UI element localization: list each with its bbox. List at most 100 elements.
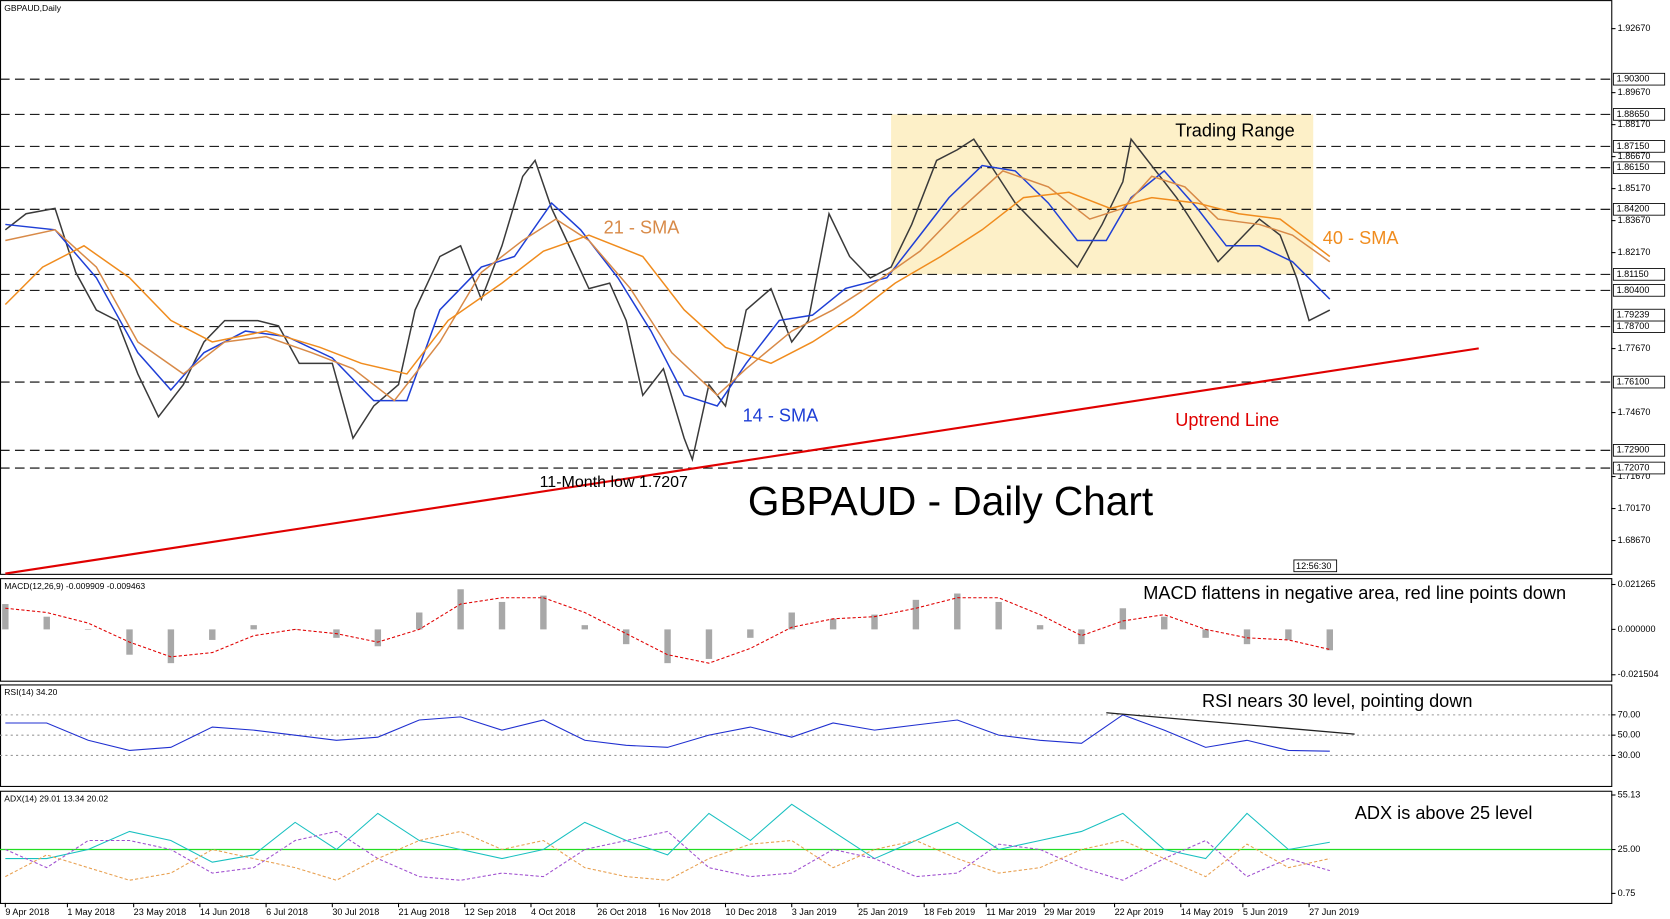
panel-note: RSI nears 30 level, pointing down (1202, 691, 1473, 711)
histogram-bar (1243, 629, 1251, 645)
y-tick-label: 1.92670 (1618, 23, 1651, 33)
histogram-bar (416, 612, 423, 630)
y-tick-label: 1.70170 (1618, 503, 1651, 513)
y-tick-label: -0.021504 (1618, 669, 1659, 679)
level-label-box (1612, 108, 1666, 121)
trend-line (5, 347, 1479, 575)
y-tick-label: 0.75 (1618, 888, 1636, 898)
x-tick-label: 18 Feb 2019 (924, 907, 975, 917)
histogram-bar (829, 618, 837, 630)
y-tick-label: 50.00 (1618, 730, 1641, 740)
level-label-box (1612, 72, 1666, 86)
x-tick-label: 26 Oct 2018 (597, 907, 646, 917)
panel-note: MACD flattens in negative area, red line… (1143, 583, 1566, 603)
time-box (1293, 559, 1338, 573)
y-tick-label: 55.13 (1618, 789, 1641, 799)
histogram-bar (1078, 629, 1085, 645)
y-tick-label: 70.00 (1618, 709, 1641, 719)
y-tick-label: 1.82170 (1618, 247, 1651, 257)
histogram-bar (1202, 629, 1209, 638)
histogram-bar (1161, 616, 1168, 630)
x-tick-label: 27 Jun 2019 (1309, 907, 1359, 917)
x-tick-label: 14 May 2019 (1181, 907, 1234, 917)
annotation: 11-Month low 1.7207 (540, 473, 688, 491)
histogram-bar (457, 589, 464, 630)
histogram-bar (788, 612, 795, 630)
histogram-bar (954, 593, 961, 630)
y-tick-label: 1.77670 (1618, 343, 1651, 353)
histogram-bar (374, 629, 382, 647)
trend-line (1106, 712, 1355, 735)
level-label: 1.72900 (1617, 445, 1650, 455)
indicator-line (5, 170, 1331, 402)
level-label: 1.84200 (1617, 204, 1650, 214)
trading-range-box (891, 114, 1314, 275)
x-tick-label: 6 Jul 2018 (266, 907, 308, 917)
histogram-bar (995, 601, 1002, 630)
x-tick-label: 4 Oct 2018 (531, 907, 575, 917)
histogram-bar (705, 629, 713, 659)
panel-frame (0, 790, 1613, 904)
histogram-bar (664, 629, 671, 664)
x-tick-label: 23 May 2018 (134, 907, 187, 917)
y-tick-label: 1.85170 (1618, 183, 1651, 193)
y-tick-label: 1.89670 (1618, 87, 1651, 97)
panel-title: RSI(14) 34.20 (4, 687, 57, 697)
y-tick-label: 0.000000 (1618, 624, 1656, 634)
last-price-label: 1.79239 (1617, 310, 1650, 320)
indicator-line (5, 830, 1330, 881)
x-tick-label: 12 Sep 2018 (465, 907, 517, 917)
histogram-bar (84, 629, 92, 630)
panel-title: ADX(14) 29.01 13.34 20.02 (4, 794, 108, 804)
indicator-line (5, 830, 1330, 881)
level-label-box (1612, 284, 1666, 297)
y-tick-label: 0.021265 (1618, 579, 1656, 589)
level-label: 1.90300 (1617, 74, 1650, 84)
sma-label: 21 - SMA (604, 218, 681, 238)
x-tick-label: 3 Jan 2019 (792, 907, 837, 917)
histogram-bar (912, 599, 920, 630)
level-label: 1.72070 (1617, 462, 1650, 472)
panel-frame (0, 0, 1613, 575)
level-label: 1.81150 (1617, 269, 1649, 279)
histogram-bar (209, 629, 216, 640)
histogram-bar (581, 625, 588, 630)
y-tick-label: 1.86670 (1618, 151, 1651, 161)
x-tick-label: 9 Apr 2018 (5, 907, 49, 917)
level-label-box (1612, 461, 1666, 475)
indicator-line (4, 191, 1331, 375)
x-tick-label: 16 Nov 2018 (659, 907, 710, 917)
sma-label: 14 - SMA (743, 406, 820, 426)
time-label: 12:56:30 (1296, 561, 1331, 571)
x-tick-label: 11 Mar 2019 (986, 907, 1036, 917)
indicator-line (5, 597, 1330, 664)
level-label-box (1612, 268, 1666, 281)
sma-label: 40 - SMA (1323, 228, 1400, 248)
price-line (4, 137, 1331, 463)
x-tick-label: 1 May 2018 (67, 907, 114, 917)
level-label-box (1612, 375, 1666, 389)
histogram-bar (540, 595, 547, 630)
annotation: Trading Range (1175, 120, 1294, 140)
panel-title: GBPAUD,Daily (4, 3, 61, 13)
y-tick-label: 1.74670 (1618, 407, 1651, 417)
y-tick-label: 25.00 (1618, 844, 1641, 854)
histogram-bar (1326, 629, 1333, 651)
x-tick-label: 21 Aug 2018 (399, 907, 450, 917)
y-tick-label: 1.88170 (1618, 119, 1651, 129)
x-tick-label: 30 Jul 2018 (332, 907, 379, 917)
indicator-line (5, 803, 1330, 863)
histogram-bar (871, 614, 878, 630)
level-label-box (1612, 203, 1666, 216)
y-tick-label: 30.00 (1618, 750, 1641, 760)
level-label-box (1612, 140, 1666, 153)
x-tick-label: 25 Jan 2019 (858, 907, 908, 917)
x-tick-label: 14 Jun 2018 (200, 907, 250, 917)
x-tick-label: 29 Mar 2019 (1044, 907, 1095, 917)
histogram-bar (1036, 625, 1044, 630)
level-label: 1.78700 (1617, 321, 1650, 331)
histogram-bar (1285, 629, 1292, 640)
